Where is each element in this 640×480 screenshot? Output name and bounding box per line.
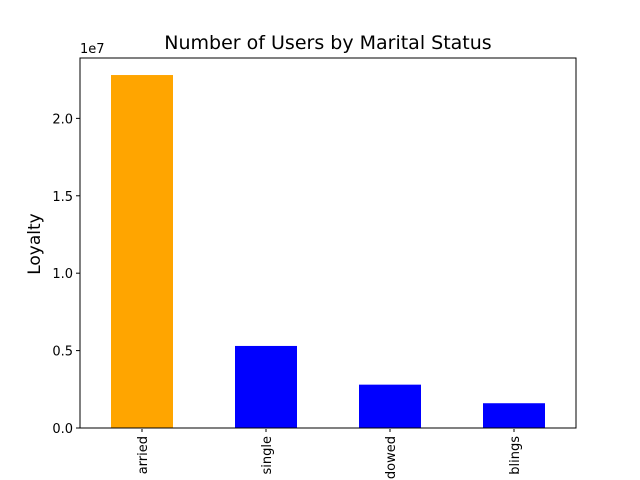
x-tick-label: blings	[508, 436, 523, 475]
y-tick-label: 0.0	[52, 422, 73, 437]
bar-single	[235, 345, 297, 428]
y-tick-label: 1.0	[52, 267, 73, 282]
y-tick-label: 1.5	[52, 190, 73, 205]
x-tick-label: arried	[136, 436, 151, 474]
chart-title: Number of Users by Marital Status	[164, 32, 491, 54]
y-axis-offset-label: 1e7	[80, 42, 105, 57]
y-axis: 0.0 0.5 1.0 1.5 2.0	[52, 112, 80, 437]
bar-with-siblings	[483, 403, 545, 428]
y-tick-label: 2.0	[52, 112, 73, 127]
y-axis-label: Loyalty	[25, 213, 45, 275]
bars-group	[111, 75, 545, 428]
plot-frame	[79, 57, 577, 429]
y-tick-label: 0.5	[52, 345, 73, 360]
bar-married	[111, 75, 173, 428]
bar-widowed	[359, 384, 421, 428]
x-tick-label: dowed	[384, 436, 399, 479]
x-axis: arried single dowed blings	[136, 429, 523, 479]
x-tick-label: single	[260, 436, 275, 475]
